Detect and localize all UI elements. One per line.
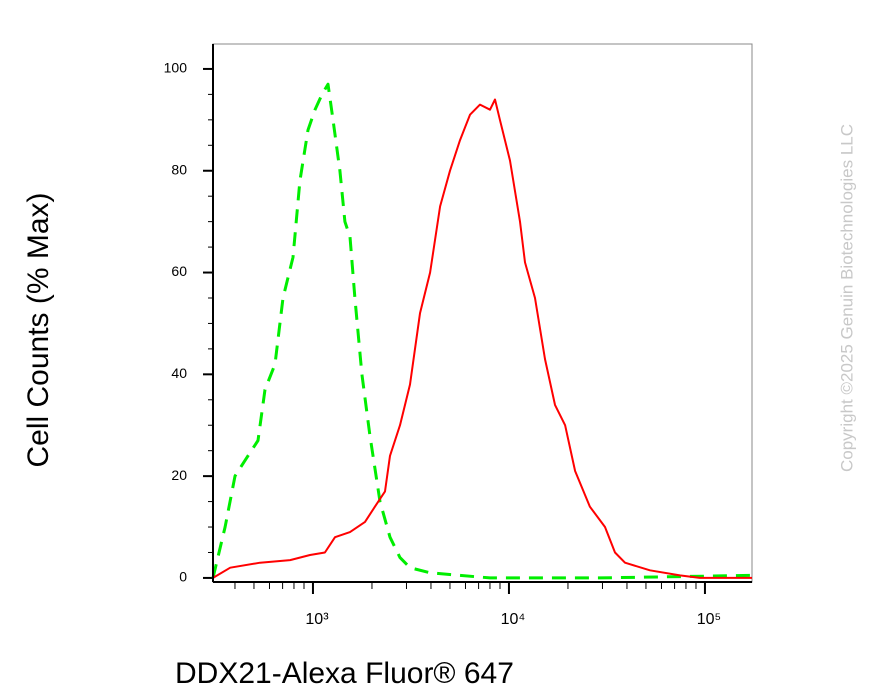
x-axis-label: DDX21-Alexa Fluor® 647 <box>175 657 514 690</box>
y-axis-label: Cell Counts (% Max) <box>22 192 55 467</box>
plot-frame <box>212 43 753 583</box>
x-tick-label: 10³ <box>305 611 329 628</box>
watermark: Copyright ©2025 Genuin Biotechnologies L… <box>837 124 856 472</box>
y-tick-label: 20 <box>171 467 187 483</box>
y-tick-label: 60 <box>171 263 187 279</box>
x-tick-label: 10⁴ <box>501 611 526 628</box>
y-tick-label: 80 <box>171 161 187 177</box>
y-tick-label: 40 <box>171 365 187 381</box>
histogram-line <box>212 98 752 579</box>
histogram-line <box>211 82 753 580</box>
y-tick-label: 100 <box>164 60 188 76</box>
y-tick-label: 0 <box>179 569 187 585</box>
x-tick-label: 10⁵ <box>697 611 721 628</box>
